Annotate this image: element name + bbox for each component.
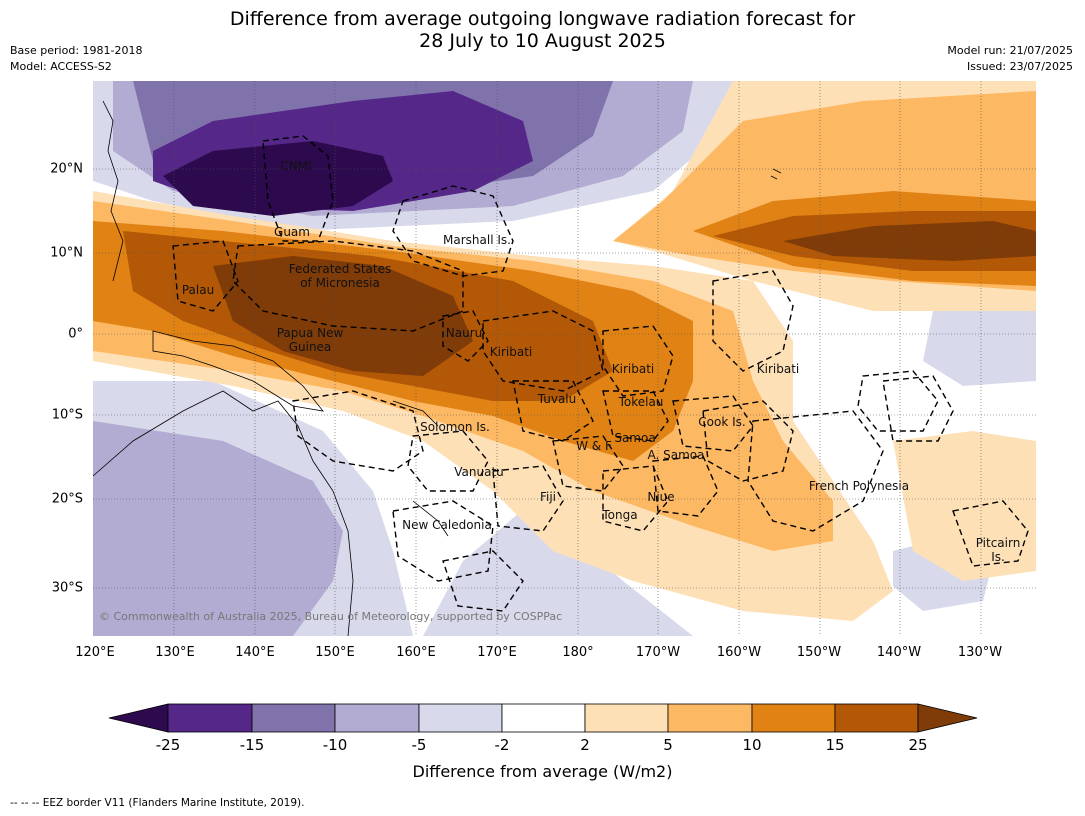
place-label-solomon: Solomon Is. <box>420 420 490 434</box>
field-neg-5-east-equator <box>923 301 1036 386</box>
colorbar-tick: 2 <box>580 736 590 754</box>
lon-label-140e: 140°E <box>235 645 275 660</box>
place-label-wallis-futuna: W & F <box>576 439 612 453</box>
place-label-vanuatu: Vanuatu <box>454 465 504 479</box>
map-panel <box>93 81 1036 636</box>
place-label-tonga: Tonga <box>602 508 638 522</box>
coast-solomons <box>392 400 439 427</box>
colorbar-bin-7 <box>667 703 753 733</box>
colorbar-tick: 10 <box>742 736 762 754</box>
place-label-tokelau: Tokelau <box>618 395 664 409</box>
place-label-fiji: Fiji <box>539 490 557 504</box>
chart-title: Difference from average outgoing longwav… <box>0 8 1085 52</box>
lon-label-180: 180° <box>562 645 594 660</box>
place-label-pitcairn-2: Is. <box>991 550 1005 564</box>
lat-label-0: 0° <box>68 326 83 342</box>
place-label-png-1: Papua New <box>276 326 344 340</box>
colorbar-tick: -15 <box>239 736 265 754</box>
colorbar-tick: -2 <box>494 736 510 754</box>
coast-australia <box>93 390 354 636</box>
colorbar-tick: -10 <box>322 736 348 754</box>
colorbar-label: Difference from average (W/m2) <box>412 762 673 781</box>
colorbar-tick: 5 <box>663 736 673 754</box>
colorbar-tick: -25 <box>155 736 181 754</box>
colorbar-tick: 25 <box>908 736 928 754</box>
base-period: Base period: 1981-2018 <box>10 44 143 57</box>
lon-label-150e: 150°E <box>315 645 355 660</box>
lat-label-30s: 30°S <box>51 580 83 596</box>
place-label-tuvalu: Tuvalu <box>537 392 577 406</box>
lat-label-20s: 20°S <box>51 491 83 507</box>
field-neg-5-subtropic-east <box>423 501 693 636</box>
lon-label-140w: 140°W <box>876 645 922 660</box>
lon-label-170e: 170°E <box>477 645 517 660</box>
field-pos-25-northeast <box>783 221 1036 261</box>
place-label-niue: Niue <box>647 490 675 504</box>
place-label-pitcairn-1: Pitcairn <box>975 536 1021 550</box>
colorbar-arrow-low <box>108 703 169 733</box>
coast-new-caledonia <box>412 500 449 537</box>
colorbar-bin-3 <box>334 703 420 733</box>
colorbar-bin-9 <box>834 703 919 733</box>
place-label-nauru: Nauru <box>445 326 483 340</box>
title-line-2: 28 July to 10 August 2025 <box>419 30 666 52</box>
place-label-fsm-2: of Micronesia <box>300 276 380 290</box>
lat-label-10s: 10°S <box>51 407 83 423</box>
place-label-cnmi: CNMI <box>280 159 312 173</box>
place-label-png-2: Guinea <box>288 340 332 354</box>
place-label-french-polynesia: French Polynesia <box>808 479 910 493</box>
eez-borders <box>172 135 1029 612</box>
copyright-notice: © Commonwealth of Australia 2025, Bureau… <box>99 610 563 623</box>
coast-philippines <box>102 100 124 282</box>
field-pos-2-south-tail <box>893 431 1036 581</box>
issued-date: Issued: 23/07/2025 <box>966 60 1073 73</box>
place-label-palau: Palau <box>181 283 215 297</box>
colorbar-bin-8 <box>751 703 836 733</box>
place-label-kiribati-central: Kiribati <box>611 362 655 376</box>
model-name: Model: ACCESS-S2 <box>10 60 112 73</box>
meta-left: Base period: 1981-2018 Model: ACCESS-S2 <box>10 43 142 75</box>
field-neg-10-south <box>93 421 343 636</box>
lat-label-20n: 20°N <box>50 161 83 177</box>
lat-label-10n: 10°N <box>50 245 83 261</box>
lon-label-120e: 120°E <box>75 645 115 660</box>
place-label-kiribati-west: Kiribati <box>489 345 533 359</box>
colorbar-bin-4 <box>418 703 503 733</box>
place-label-guam: Guam <box>274 225 310 239</box>
coast-new-guinea <box>152 330 324 412</box>
place-label-samoa: Samoa <box>614 431 656 445</box>
colorbar <box>108 703 978 733</box>
colorbar-tick: 15 <box>825 736 845 754</box>
olr-anomaly-map <box>93 81 1036 636</box>
meta-right: Model run: 21/07/2025 Issued: 23/07/2025 <box>947 43 1073 75</box>
eez-footnote: -- -- -- EEZ border V11 (Flanders Marine… <box>10 797 305 809</box>
colorbar-arrow-high <box>917 703 978 733</box>
colorbar-bin-1 <box>167 703 253 733</box>
colorbar-bin-5 <box>501 703 586 733</box>
field-pos-25-spcz <box>213 256 473 376</box>
place-label-american-samoa: A. Samoa <box>647 448 705 462</box>
place-label-new-caledonia: New Caledonia <box>402 518 492 532</box>
colorbar-bin-6 <box>584 703 669 733</box>
field-neg-25-north <box>163 141 393 216</box>
colorbar-tick: -5 <box>411 736 427 754</box>
colorbar-bin-2 <box>251 703 336 733</box>
lon-label-160e: 160°E <box>396 645 436 660</box>
place-label-kiribati-east: Kiribati <box>756 362 800 376</box>
lon-label-160w: 160°W <box>716 645 762 660</box>
lon-label-130w: 130°W <box>957 645 1003 660</box>
lon-label-130e: 130°E <box>155 645 195 660</box>
lon-label-150w: 150°W <box>796 645 842 660</box>
title-line-1: Difference from average outgoing longwav… <box>229 8 856 30</box>
graticule <box>93 81 1036 636</box>
place-label-marshall: Marshall Is. <box>443 233 511 247</box>
place-label-fsm-1: Federated States <box>288 262 392 276</box>
model-run: Model run: 21/07/2025 <box>947 44 1073 57</box>
lon-label-170w: 170°W <box>635 645 681 660</box>
coast-hawaii <box>770 168 782 180</box>
place-label-cook: Cook Is. <box>698 415 746 429</box>
